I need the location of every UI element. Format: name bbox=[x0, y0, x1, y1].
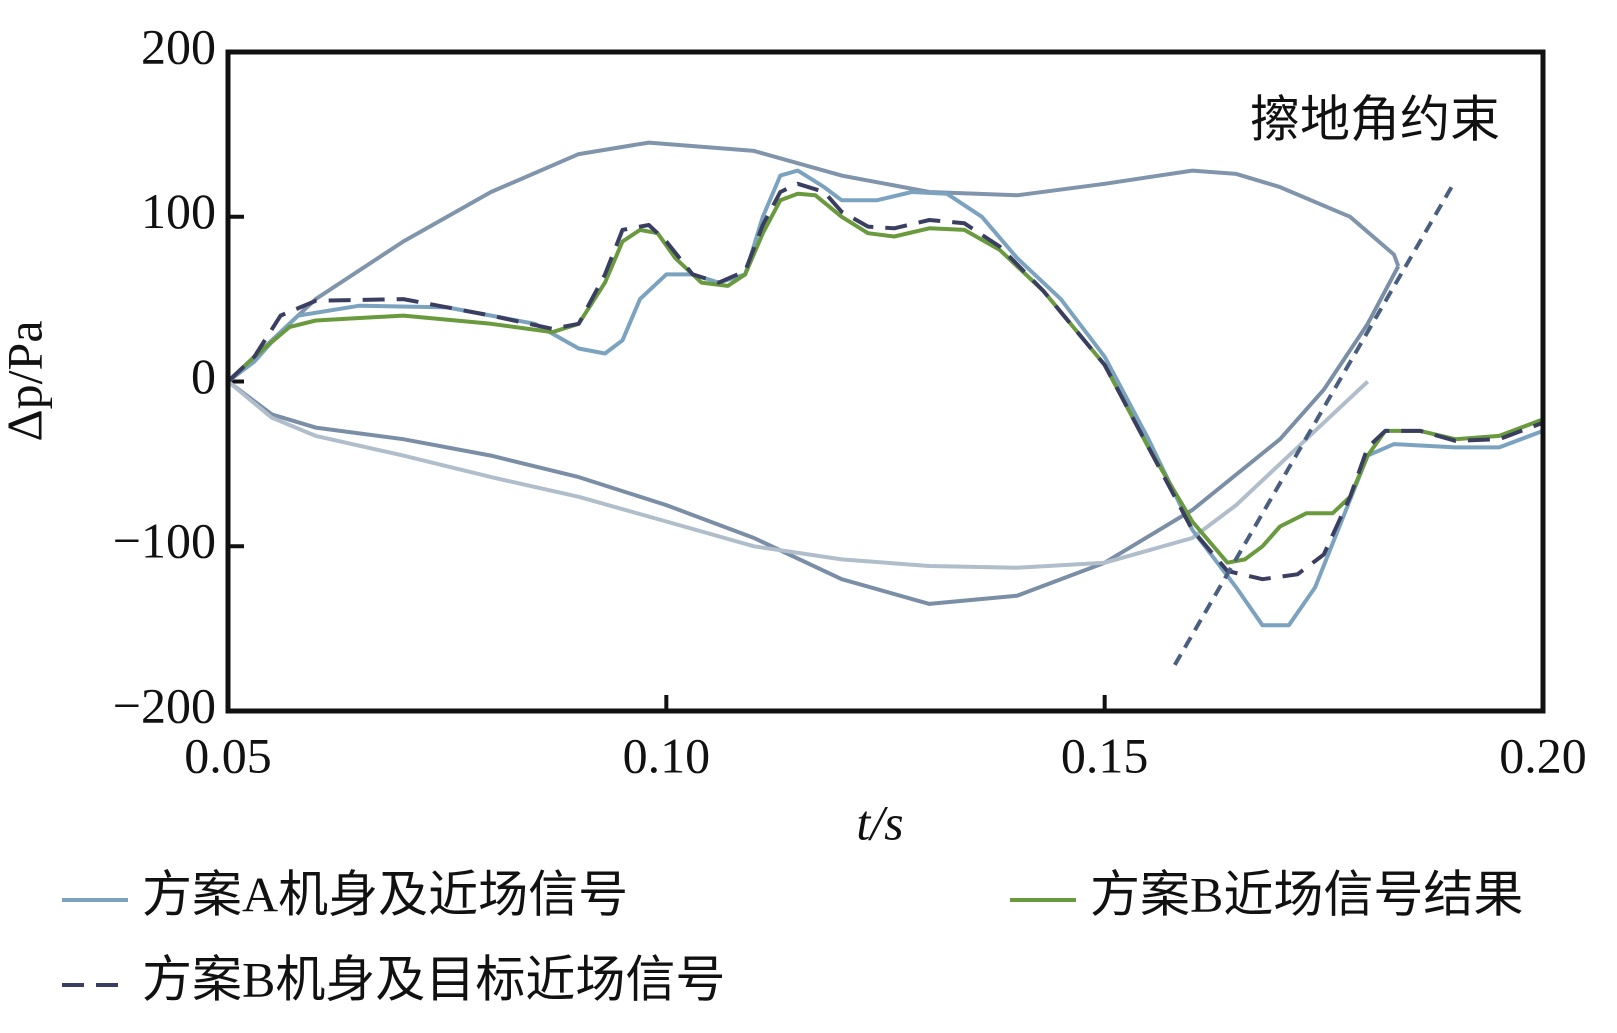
series-line bbox=[226, 181, 1544, 582]
legend-label: 方案B近场信号结果 bbox=[1090, 866, 1523, 922]
x-tick-label: 0.20 bbox=[1499, 727, 1587, 783]
x-tick-label: 0.05 bbox=[184, 727, 272, 783]
y-tick-label: −200 bbox=[113, 677, 216, 733]
legend-label: 方案A机身及近场信号 bbox=[142, 866, 628, 922]
legend-label: 方案B机身及目标近场信号 bbox=[142, 951, 725, 1007]
y-tick-label: 100 bbox=[141, 183, 216, 239]
plot-frame bbox=[225, 49, 1546, 714]
y-tick-label: 200 bbox=[141, 18, 216, 74]
series-line bbox=[226, 379, 1370, 570]
x-tick-label: 0.10 bbox=[623, 727, 711, 783]
series-line bbox=[226, 265, 1401, 606]
series-line bbox=[226, 168, 1544, 628]
y-axis-label: Δp/Pa bbox=[0, 320, 52, 441]
x-axis-label: t/s bbox=[856, 794, 903, 850]
y-tick-label: 0 bbox=[191, 348, 216, 404]
x-tick-label: 0.15 bbox=[1061, 727, 1149, 783]
annotation-line bbox=[1173, 179, 1458, 666]
annotation-label: 擦地角约束 bbox=[1250, 91, 1500, 147]
y-tick-label: −100 bbox=[113, 513, 216, 569]
